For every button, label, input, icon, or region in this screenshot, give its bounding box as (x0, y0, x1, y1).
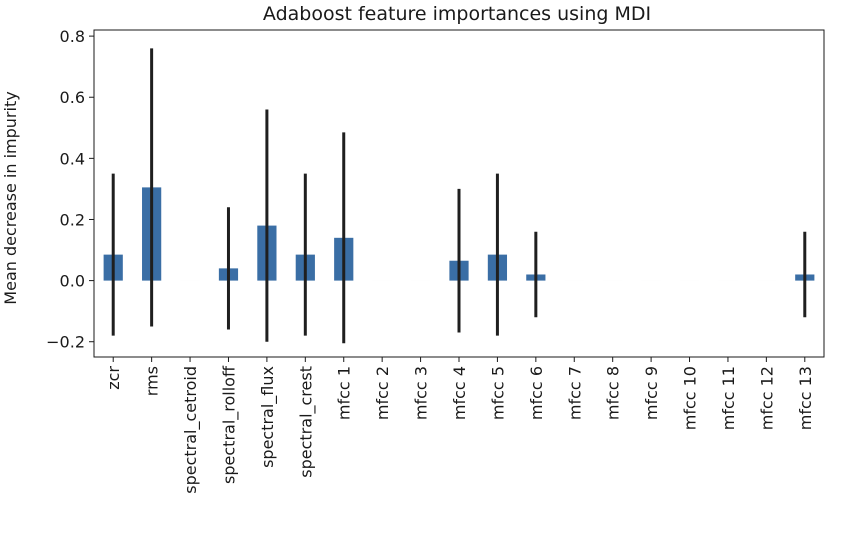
errorbars-layer (111, 48, 807, 344)
y-axis-label: Mean decrease in impurity (1, 91, 20, 304)
x-tick-label: mfcc 1 (335, 366, 354, 420)
y-tick-label: −0.2 (46, 333, 85, 352)
x-tick-label: spectral_crest (296, 366, 316, 478)
y-tick-label: 0.4 (60, 149, 85, 168)
x-tick-label: mfcc 7 (565, 366, 584, 420)
y-tick-label: 0.0 (60, 272, 85, 291)
y-axis: −0.2 0.0 0.2 0.4 0.6 0.8 (46, 27, 94, 352)
x-tick-label: mfcc 12 (757, 366, 776, 430)
x-tick-label: mfcc 11 (719, 366, 738, 430)
x-tick-label: mfcc 9 (642, 366, 661, 420)
x-tick-label: spectral_flux (258, 366, 278, 468)
x-tick-label: mfcc 8 (604, 366, 623, 420)
x-tick-label: mfcc 10 (681, 366, 700, 430)
x-tick-label: mfcc 5 (488, 366, 507, 420)
x-tick-label: mfcc 3 (412, 366, 431, 420)
x-tick-label: mfcc 13 (796, 366, 815, 430)
x-tick-label: rms (143, 366, 162, 396)
y-tick-label: 0.6 (60, 88, 85, 107)
y-tick-label: 0.2 (60, 210, 85, 229)
x-tick-label: spectral_cetroid (181, 366, 201, 494)
x-tick-label: mfcc 2 (373, 366, 392, 420)
x-tick-label: mfcc 4 (450, 366, 469, 420)
chart-title: Adaboost feature importances using MDI (263, 3, 651, 25)
x-tick-label: zcr (104, 366, 123, 390)
x-tick-label: mfcc 6 (527, 366, 546, 420)
x-axis: zcr rms spectral_cetroid spectral_rolloff sp… (104, 357, 815, 494)
y-tick-label: 0.8 (60, 27, 85, 46)
x-tick-label: spectral_rolloff (219, 365, 239, 484)
